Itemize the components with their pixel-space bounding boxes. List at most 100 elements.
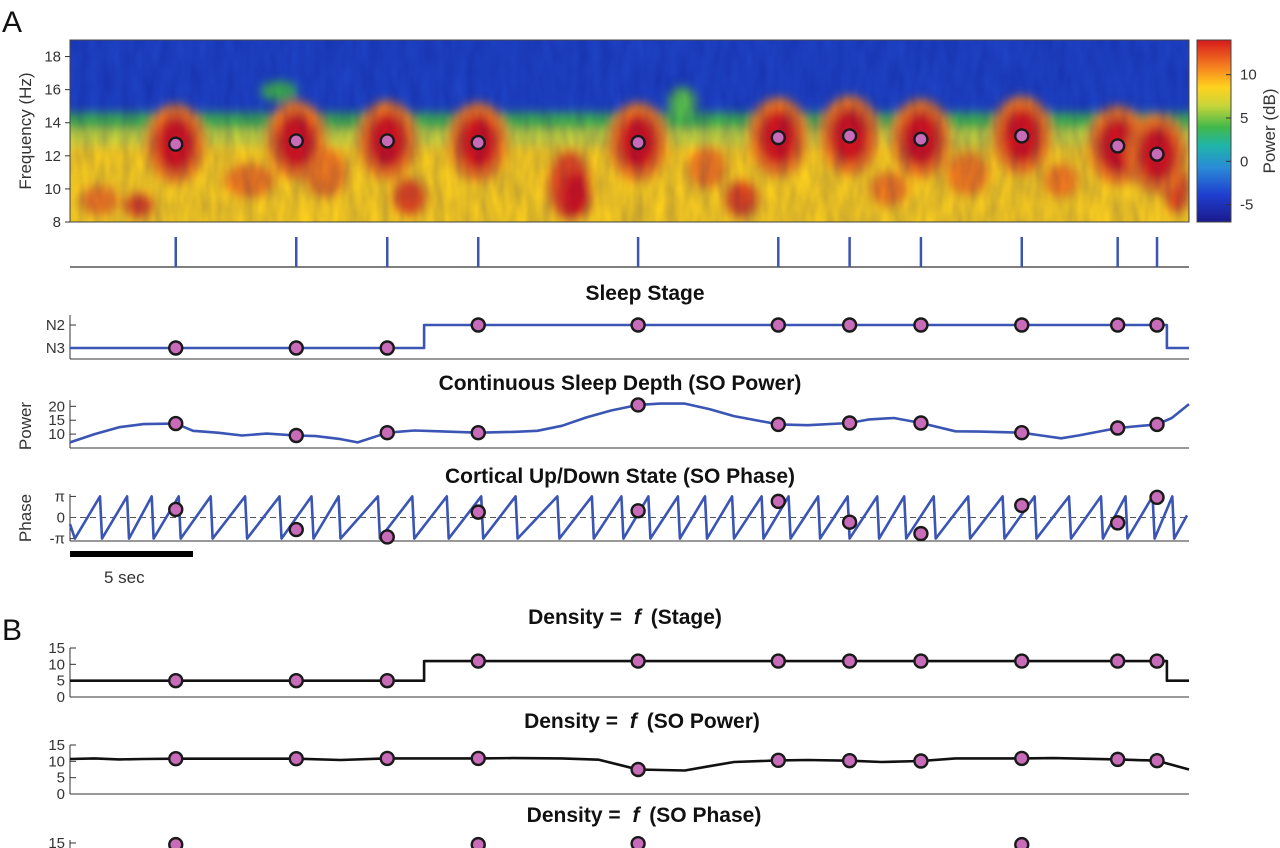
event-marker: [630, 397, 646, 413]
event-marker: [288, 521, 304, 538]
series-line: [70, 659, 1189, 683]
event-marker: [770, 493, 786, 510]
sleep-stage-panel: Sleep Stage N2 N3: [46, 282, 1189, 360]
colorbar-tick-label: -5: [1240, 197, 1253, 214]
event-marker: [1149, 653, 1165, 669]
y-tick-label: 0: [57, 510, 65, 527]
colorbar-gradient: [1196, 39, 1232, 223]
event-marker: [470, 504, 486, 520]
spindle-marker: [1014, 128, 1030, 144]
spectrogram-texture: [70, 40, 1189, 222]
event-marker: [1014, 750, 1030, 767]
spindle-marker: [379, 133, 395, 149]
event-marker: [841, 653, 858, 669]
so-power-panel: Continuous Sleep Depth (SO Power) Power …: [16, 372, 1190, 451]
spectrogram-y-tick-label: 10: [44, 181, 61, 198]
spindle-marker: [913, 131, 929, 147]
spindle-marker: [470, 134, 486, 151]
colorbar-tick-label: 0: [1240, 153, 1248, 170]
event-marker: [913, 525, 929, 542]
event-marker: [168, 672, 184, 689]
event-marker: [168, 501, 184, 518]
event-marker: [379, 529, 395, 545]
event-marker: [379, 672, 395, 689]
event-marker: [1109, 515, 1126, 531]
event-marker: [770, 653, 786, 669]
series-line: [69, 756, 1190, 772]
density-stage-title: Density = f (Stage): [528, 606, 722, 629]
colorbar-tick-label: 10: [1240, 67, 1257, 84]
event-marker: [913, 317, 929, 333]
spectrogram-y-axis: 8 10 12 14 16 18: [44, 49, 70, 231]
y-tick-label: N3: [46, 340, 65, 357]
so-power-y-label: Power: [16, 402, 35, 451]
so-phase-y-label: Phase: [16, 494, 35, 542]
event-marker: [288, 340, 304, 356]
y-tick-label: 10: [48, 753, 65, 770]
y-tick-label: 10: [48, 426, 65, 443]
event-marker: [630, 761, 646, 778]
density-power-title: Density = f (SO Power): [524, 710, 760, 733]
event-marker: [379, 750, 395, 767]
event-marker: [913, 653, 929, 669]
event-marker: [470, 836, 486, 848]
spectrogram-y-tick-label: 16: [44, 82, 61, 99]
spindle-marker: [841, 128, 858, 144]
series-line: [70, 323, 1189, 350]
event-marker: [470, 317, 486, 333]
spindle-marker: [770, 129, 786, 146]
event-marker: [841, 415, 858, 431]
event-marker: [841, 317, 858, 333]
event-marker: [168, 836, 184, 848]
event-marker: [1109, 653, 1126, 669]
event-marker: [470, 653, 486, 669]
density-phase-panel: Density = f (SO Phase) 15: [48, 804, 1030, 848]
so-phase-panel: Cortical Up/Down State (SO Phase) Phase …: [16, 465, 1189, 548]
event-marker: [1014, 497, 1030, 514]
spectrogram: 8 10 12 14 16 18 Frequency (Hz): [16, 39, 1190, 231]
event-marker: [630, 653, 646, 669]
event-marker: [913, 753, 929, 769]
spectrogram-y-tick-label: 8: [53, 214, 61, 231]
event-marker: [470, 750, 486, 767]
scale-bar-line: [70, 551, 193, 557]
event-marker: [1014, 653, 1030, 669]
y-tick-label: 5: [57, 770, 65, 787]
y-tick-label: π: [55, 488, 65, 505]
spectrogram-events: [168, 128, 1165, 162]
event-marker: [1109, 420, 1126, 436]
event-marker: [841, 514, 858, 530]
spectrogram-y-label: Frequency (Hz): [16, 72, 35, 189]
y-tick-label: 15: [48, 835, 65, 848]
colorbar-tick-label: 5: [1240, 110, 1248, 127]
spindle-marker: [288, 133, 304, 149]
spindle-marker: [168, 136, 184, 152]
event-marker: [288, 672, 304, 689]
event-marker: [1109, 751, 1126, 768]
spectrogram-y-tick-label: 12: [44, 148, 61, 165]
sleep-stage-title: Sleep Stage: [585, 282, 704, 305]
event-marker: [288, 751, 304, 767]
event-marker: [630, 503, 646, 519]
y-tick-label: 10: [48, 656, 65, 673]
event-marker: [770, 752, 786, 769]
colorbar-label: Power (dB): [1260, 88, 1279, 173]
y-tick-label: 20: [48, 398, 65, 415]
event-marker: [770, 416, 786, 433]
event-marker: [168, 340, 184, 356]
so-power-title: Continuous Sleep Depth (SO Power): [439, 372, 802, 395]
event-marker: [1109, 317, 1126, 333]
colorbar: -5 0 5 10 Power (dB): [1196, 39, 1279, 223]
event-marker: [913, 415, 929, 431]
y-tick-label: 15: [48, 640, 65, 657]
event-marker: [1149, 489, 1165, 506]
event-marker: [1014, 425, 1030, 441]
event-marker: [470, 425, 486, 441]
event-marker: [1149, 752, 1165, 769]
event-marker: [1149, 416, 1165, 433]
event-marker: [770, 317, 786, 333]
event-marker: [630, 835, 646, 848]
